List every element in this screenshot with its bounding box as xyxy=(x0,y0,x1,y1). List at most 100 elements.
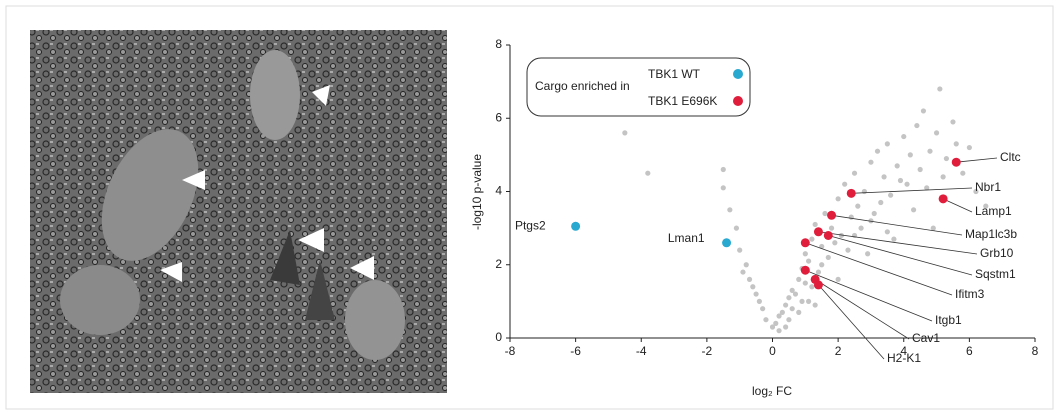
background-point xyxy=(750,284,756,290)
background-point xyxy=(865,251,871,257)
legend-marker xyxy=(733,69,743,79)
background-point xyxy=(809,236,815,242)
background-point xyxy=(819,262,825,268)
background-point xyxy=(868,159,874,165)
background-point xyxy=(953,141,959,147)
leader-line xyxy=(805,269,933,322)
background-point xyxy=(842,181,848,187)
background-point xyxy=(828,225,835,231)
background-point xyxy=(786,295,792,301)
background-point xyxy=(891,236,897,242)
background-point xyxy=(940,174,946,180)
point xyxy=(800,265,810,275)
background-point xyxy=(743,262,749,268)
background-point xyxy=(805,258,812,264)
background-point xyxy=(812,302,818,308)
point xyxy=(827,210,837,220)
background-point xyxy=(901,133,907,140)
leader-line xyxy=(956,157,998,163)
background-point xyxy=(822,210,828,217)
legend-label: TBK1 WT xyxy=(648,67,701,81)
background-point xyxy=(776,328,782,334)
leader-line xyxy=(818,231,978,255)
background-point xyxy=(983,203,989,209)
background-point xyxy=(920,108,927,114)
background-point xyxy=(622,130,628,136)
x-tick-label: 4 xyxy=(900,344,907,358)
leader-line xyxy=(818,284,885,360)
frame xyxy=(5,5,1054,410)
y-tick-label: 4 xyxy=(495,184,502,198)
y-axis-label: -log10 p-value xyxy=(470,154,484,230)
background-point xyxy=(950,119,956,125)
x-tick-label: -8 xyxy=(505,344,516,358)
point xyxy=(813,227,823,237)
background-point xyxy=(802,251,808,257)
background-point xyxy=(933,130,940,136)
background-point xyxy=(776,313,782,319)
legend-title: Cargo enriched in xyxy=(535,79,630,93)
x-tick-label: 0 xyxy=(769,344,776,358)
background-point xyxy=(756,298,762,304)
background-point xyxy=(792,291,799,297)
background-point xyxy=(835,196,841,202)
background-point xyxy=(789,306,795,312)
background-point xyxy=(897,177,904,184)
point-label: H2-K1 xyxy=(887,351,921,365)
point xyxy=(846,188,856,198)
legend-marker xyxy=(733,96,743,106)
micrograph xyxy=(30,30,447,393)
x-tick-label: 6 xyxy=(966,344,973,358)
background-point xyxy=(881,174,887,180)
legend-box xyxy=(526,57,751,117)
y-tick-label: 6 xyxy=(495,110,502,124)
background-point xyxy=(966,144,972,151)
background-point xyxy=(943,155,950,162)
background-point xyxy=(720,166,726,173)
background-point xyxy=(773,320,779,326)
background-point xyxy=(907,152,913,158)
background-point xyxy=(878,199,884,206)
background-point xyxy=(789,287,795,293)
background-point xyxy=(871,210,877,217)
background-point xyxy=(799,298,805,304)
point xyxy=(951,157,961,167)
leader-line xyxy=(851,187,973,194)
x-axis-label: log₂ FC xyxy=(752,384,792,398)
background-point xyxy=(825,254,831,261)
point-label: Itgb1 xyxy=(935,313,962,327)
background-point xyxy=(838,232,845,239)
background-point xyxy=(812,221,818,228)
y-tick-label: 2 xyxy=(495,257,502,271)
background-point xyxy=(783,324,789,330)
background-point xyxy=(927,148,933,154)
background-point xyxy=(930,225,936,231)
point-label: Cltc xyxy=(1000,150,1021,164)
background-point xyxy=(845,247,851,253)
leader-line xyxy=(942,198,973,213)
background-point xyxy=(861,188,867,195)
y-tick-label: 0 xyxy=(495,330,502,344)
leader-line xyxy=(805,242,953,296)
point-label: Ifitm3 xyxy=(955,287,985,301)
background-point xyxy=(753,291,759,297)
background-point xyxy=(786,317,792,323)
background-point xyxy=(779,309,785,315)
point-label: Ptgs2 xyxy=(515,218,546,232)
background-point xyxy=(769,324,776,330)
background-point xyxy=(835,276,841,282)
point xyxy=(823,230,833,240)
background-point xyxy=(858,225,864,231)
background-point xyxy=(727,207,733,213)
background-point xyxy=(796,309,802,315)
point xyxy=(813,280,823,290)
background-point xyxy=(737,247,743,253)
point xyxy=(722,238,732,248)
background-point xyxy=(802,280,808,286)
background-point xyxy=(937,86,943,92)
point-label: Cav1 xyxy=(912,331,940,345)
x-tick-label: 2 xyxy=(835,344,842,358)
point-label: Lman1 xyxy=(668,231,705,245)
